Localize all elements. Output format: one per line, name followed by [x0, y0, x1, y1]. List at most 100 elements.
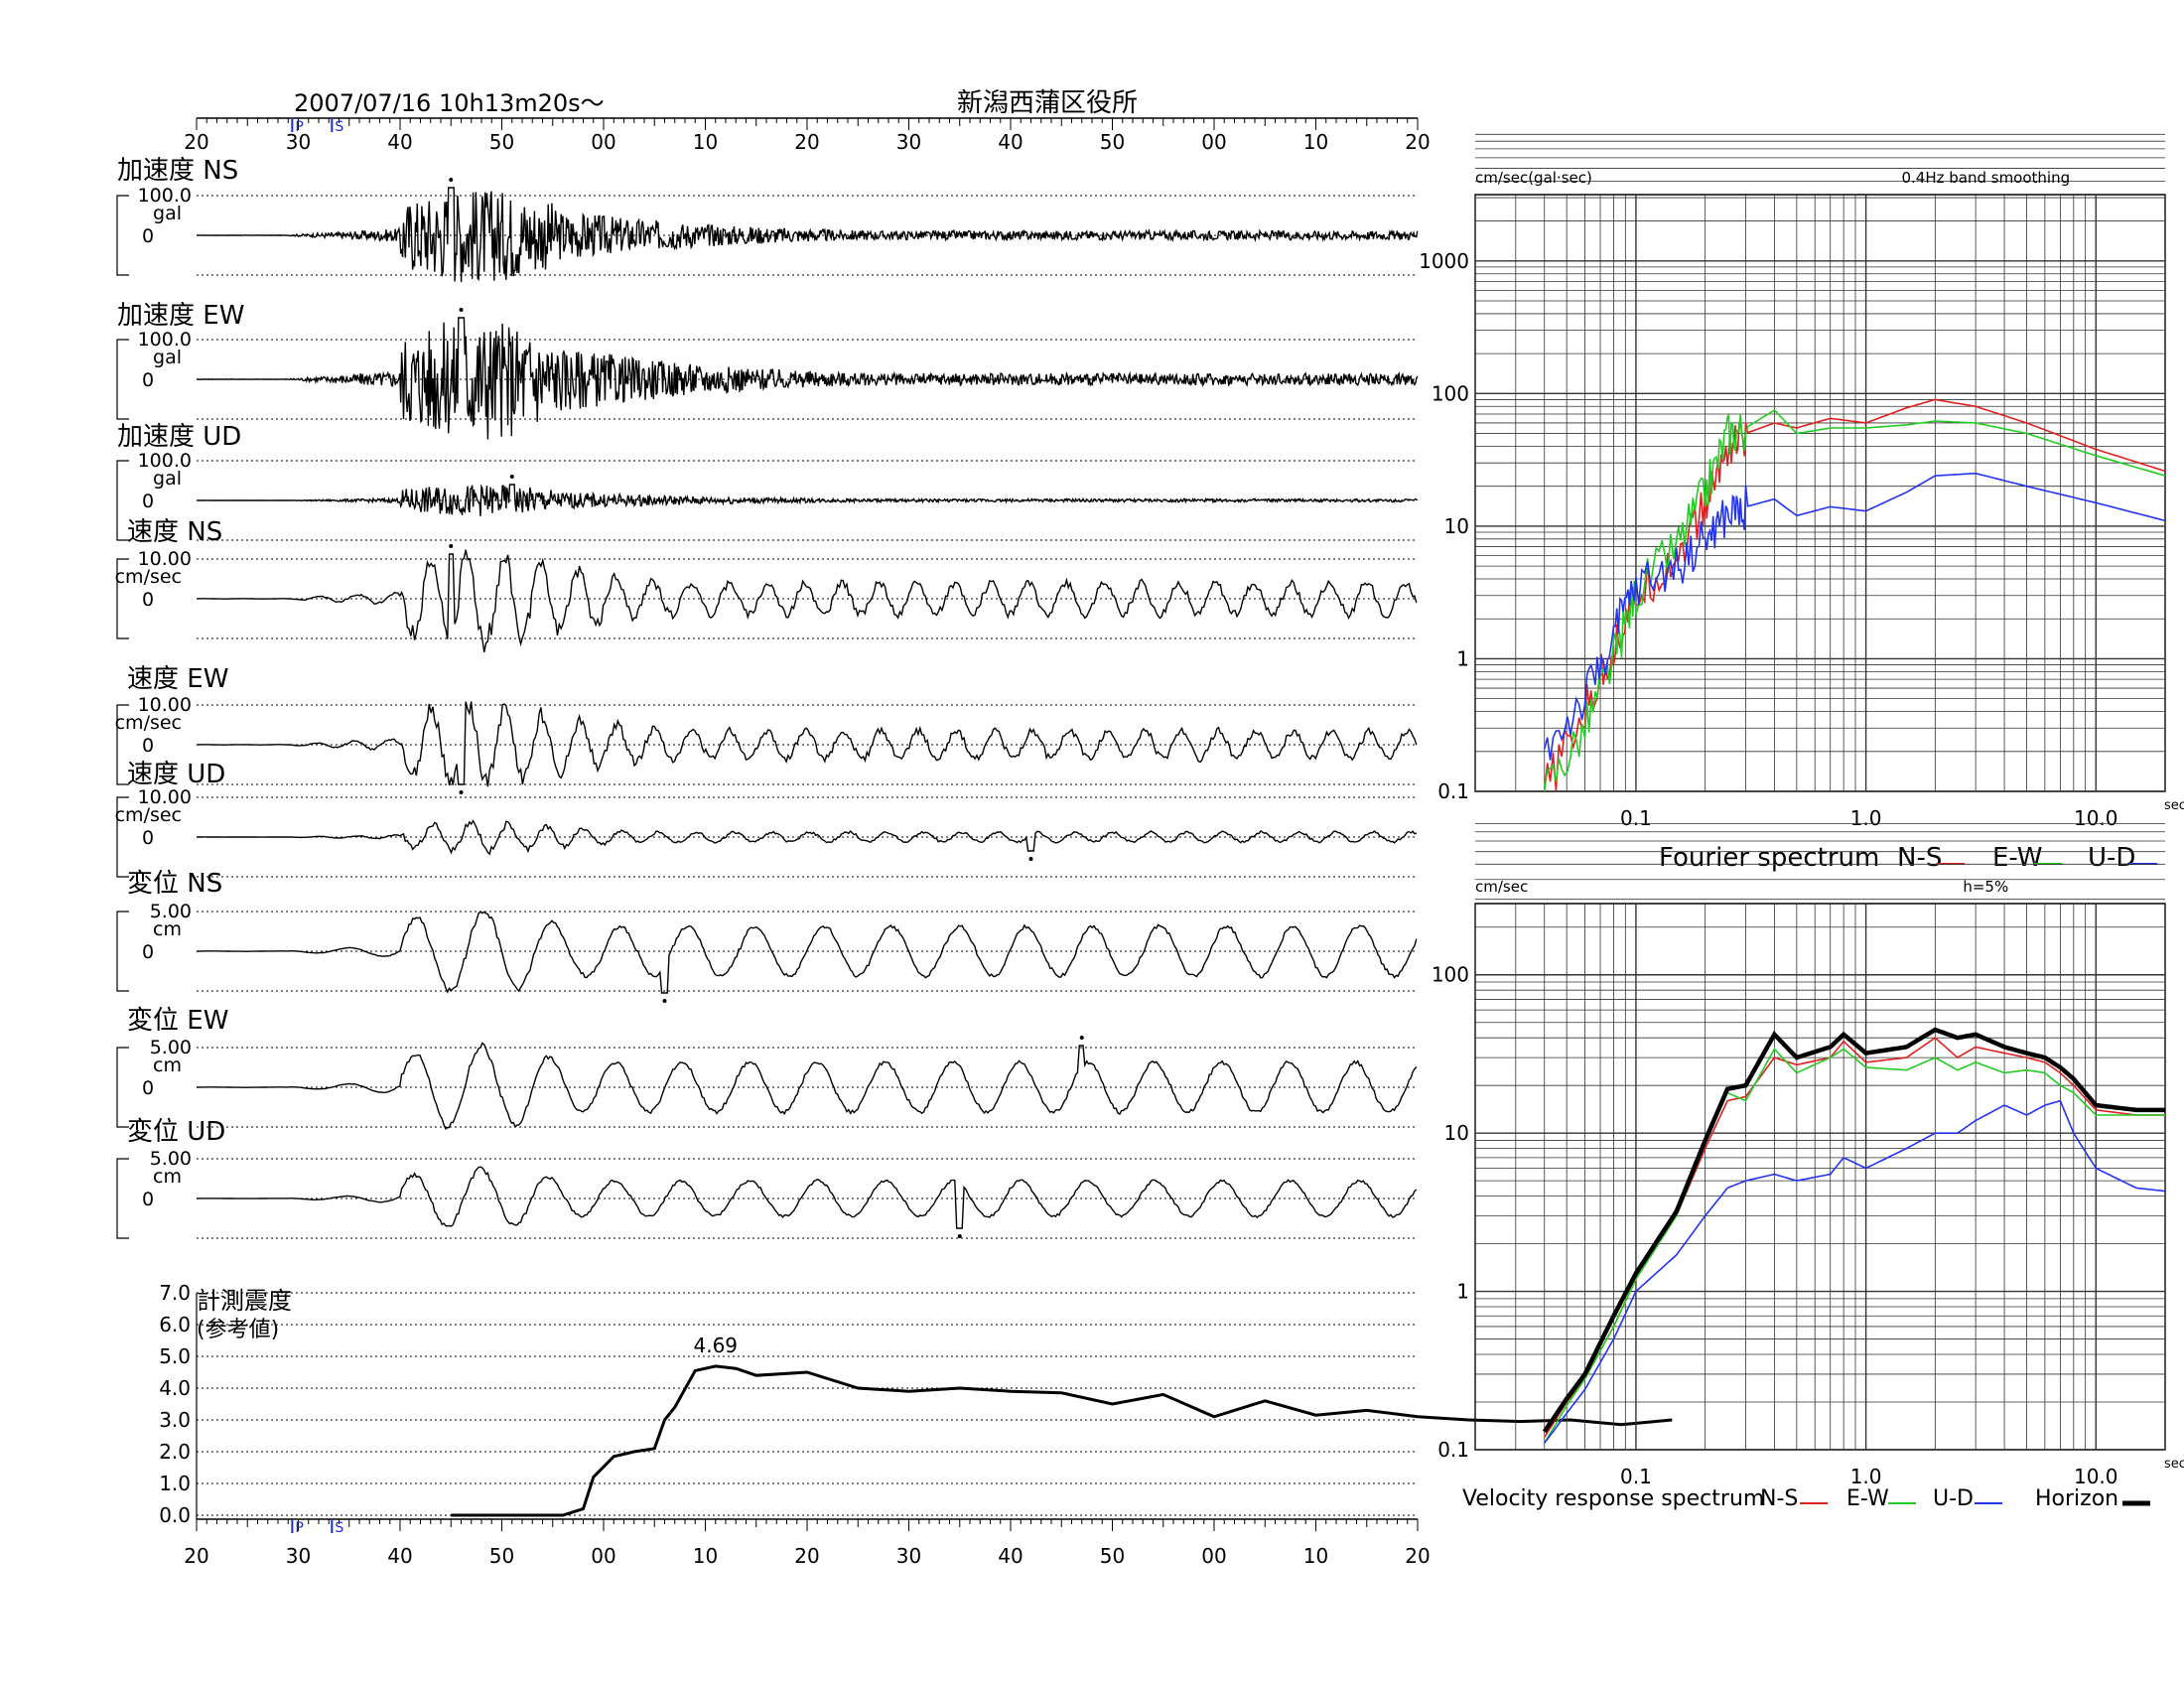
response-legend-label: N-S: [1760, 1486, 1798, 1511]
bottom-p-marker-label: P: [295, 1520, 303, 1536]
trace-zero-label: 0: [142, 491, 154, 512]
intensity-peak-label: 4.69: [693, 1334, 738, 1357]
trace-unit: cm: [153, 918, 182, 940]
trace-peak-dot: [509, 475, 514, 479]
trace-bracket: [116, 796, 129, 878]
trace-unit: gal: [153, 203, 182, 224]
top-time-tick-label: 30: [286, 130, 311, 154]
fourier-x-tick-label: 10.0: [2074, 806, 2118, 830]
response-legend-label: E-W: [1846, 1486, 1889, 1511]
trace-unit: cm: [153, 1055, 182, 1076]
trace-label: 変位 EW: [127, 1006, 228, 1036]
trace-scale: 100.0: [138, 329, 192, 351]
intensity-line: [451, 1364, 1673, 1517]
trace-peak-dot: [1079, 1036, 1084, 1040]
top-time-tick-label: 20: [184, 130, 208, 154]
response-y-tick-label: 1: [1456, 1280, 1469, 1304]
trace-waveform: [197, 911, 1418, 994]
response-legend-label: U-D: [1933, 1486, 1974, 1511]
fourier-y-unit: cm/sec(gal·sec): [1475, 169, 1592, 187]
trace-bracket: [116, 460, 129, 541]
trace-zero-label: 0: [142, 827, 154, 849]
response-series-ns: [1544, 1037, 2165, 1438]
bottom-time-tick-label: 40: [998, 1544, 1023, 1568]
fourier-y-tick-label: 0.1: [1437, 779, 1469, 803]
trace-scale: 10.00: [138, 786, 192, 808]
top-p-marker-label: P: [295, 119, 303, 135]
trace-unit: gal: [153, 347, 182, 368]
response-note: h=5%: [1963, 878, 2008, 896]
trace-peak-dot: [449, 178, 454, 182]
trace-peak-dot: [459, 790, 464, 794]
top-time-tick-label: 40: [998, 130, 1023, 154]
trace-scale: 10.00: [138, 694, 192, 716]
fourier-y-tick-label: 1000: [1419, 249, 1469, 273]
trace-scale: 100.0: [138, 450, 192, 472]
trace-peak-dot: [957, 1234, 962, 1238]
intensity-y-tick: 0.0: [159, 1503, 191, 1527]
trace-bracket: [116, 704, 129, 785]
trace-label: 加速度 EW: [117, 301, 244, 331]
response-y-tick-label: 100: [1432, 963, 1469, 987]
trace-zero-label: 0: [142, 941, 154, 963]
bottom-time-tick-label: 10: [1303, 1544, 1328, 1568]
intensity-y-tick: 3.0: [159, 1408, 191, 1432]
trace-scale: 100.0: [138, 185, 192, 207]
record-datetime: 2007/07/16 10h13m20s〜: [294, 89, 605, 117]
trace-bracket: [116, 558, 129, 639]
top-time-tick-label: 50: [1100, 130, 1125, 154]
trace-bracket: [116, 339, 129, 420]
response-x-tick-label: 1.0: [1850, 1465, 1882, 1488]
trace-peak-dot: [1028, 857, 1033, 861]
trace-scale: 10.00: [138, 548, 192, 570]
trace-zero-label: 0: [142, 735, 154, 757]
fourier-y-tick-label: 100: [1432, 381, 1469, 405]
figure-header: 2007/07/16 10h13m20s〜 新潟西蒲区役所: [294, 88, 1138, 118]
fourier-spectrum-panel: 1000 100 10 1 0.1 0.1 1.0 10.0 sec cm/sec(gal·sec…: [1419, 133, 2184, 873]
time-axis-top: 20 30 40 50 00 10 20 30 40 50 00 10 20 P S: [184, 117, 1431, 154]
bottom-time-tick-label: 00: [1201, 1544, 1226, 1568]
fourier-x-tick-label: 0.1: [1620, 806, 1652, 830]
trace-zero-label: 0: [142, 1189, 154, 1210]
response-x-tick-label: 10.0: [2074, 1465, 2118, 1488]
fourier-y-tick-label: 1: [1456, 646, 1469, 670]
trace-label: 加速度 UD: [117, 422, 241, 452]
trace-bracket: [116, 195, 129, 276]
response-series-ud: [1544, 1099, 2166, 1444]
fourier-legend-label: E-W: [1992, 843, 2042, 873]
top-time-tick-label: 20: [1405, 130, 1430, 154]
trace-waveform: [197, 549, 1418, 652]
bottom-time-tick-label: 50: [1100, 1544, 1125, 1568]
intensity-y-tick: 7.0: [159, 1281, 191, 1305]
intensity-label: 計測震度: [197, 1287, 292, 1315]
velocity-response-panel: 100 10 1 0.1 0.1 1.0 10.0 sec cm/sec h=5% Velocity…: [1432, 823, 2184, 1511]
trace-waveform: [196, 187, 1419, 283]
trace-zero-label: 0: [142, 225, 154, 247]
response-y-tick-label: 10: [1444, 1121, 1469, 1145]
response-series-ew: [1544, 1048, 2165, 1444]
trace-peak-dot: [449, 544, 454, 548]
fourier-series-ew: [1543, 408, 2166, 792]
intensity-y-tick: 6.0: [159, 1313, 191, 1336]
trace-unit: gal: [153, 468, 182, 490]
fourier-frame: [1474, 194, 2166, 792]
top-time-tick-label: 10: [1303, 130, 1328, 154]
seismic-intensity-panel: 計測震度 (参考値) 7.0 6.0 5.0 4.0 3.0 2.0 1.0 0.0 20 30 4…: [159, 1281, 1673, 1568]
fourier-legend-title: Fourier spectrum: [1659, 843, 1879, 873]
trace-unit: cm/sec: [115, 804, 182, 826]
fourier-x-tick-label: 1.0: [1850, 806, 1882, 830]
fourier-legend: Fourier spectrum N-S E-W U-D: [1659, 843, 2157, 873]
fourier-y-tick-label: 10: [1444, 514, 1469, 538]
response-x-tick-label: 0.1: [1620, 1465, 1652, 1488]
response-legend-label: Horizon: [2035, 1486, 2118, 1511]
response-x-unit: sec: [2164, 1457, 2184, 1472]
trace-peak-dot: [459, 308, 464, 312]
bottom-time-tick-label: 30: [896, 1544, 921, 1568]
intensity-y-tick: 4.0: [159, 1376, 191, 1400]
